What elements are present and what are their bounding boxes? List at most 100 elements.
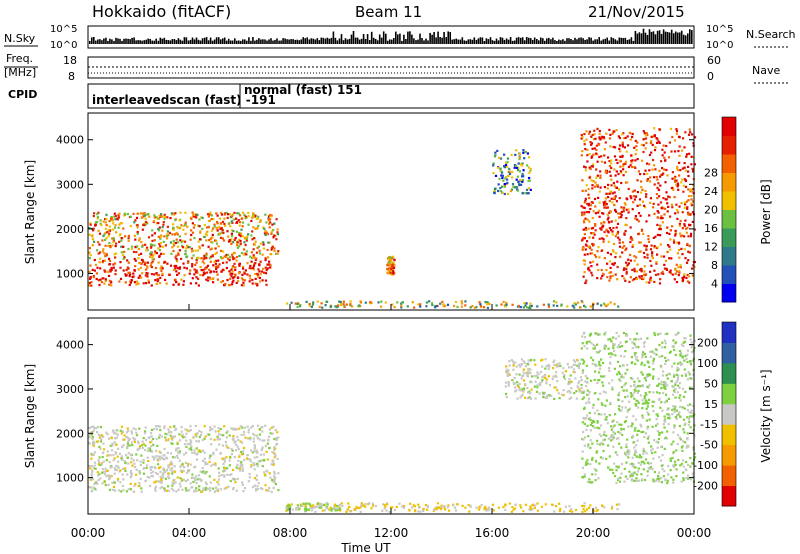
echo-cell: [666, 226, 669, 229]
echo-cell: [159, 237, 162, 240]
echo-cell: [601, 504, 604, 507]
echo-cell: [151, 475, 154, 478]
echo-cell: [479, 305, 483, 308]
echo-cell: [257, 245, 260, 248]
echo-cell: [243, 458, 246, 462]
nsky-bar: [113, 40, 115, 44]
echo-cell: [503, 184, 506, 187]
echo-cell: [191, 476, 194, 479]
echo-cell: [527, 372, 530, 375]
echo-cell: [613, 191, 616, 194]
echo-cell: [646, 470, 649, 473]
echo-cell: [673, 139, 677, 142]
echo-cell: [243, 430, 246, 433]
echo-cell: [124, 469, 127, 472]
echo-cell: [110, 437, 113, 440]
echo-cell: [133, 438, 137, 441]
echo-cell: [107, 274, 111, 277]
echo-cell: [523, 157, 526, 160]
echo-cell: [178, 482, 181, 485]
echo-cell: [130, 430, 133, 433]
echo-cell: [653, 352, 656, 355]
echo-cell: [608, 192, 611, 195]
echo-cell: [607, 183, 610, 186]
echo-cell: [601, 274, 604, 278]
echo-cell: [682, 428, 685, 431]
echo-cell: [506, 373, 509, 376]
echo-cell: [186, 244, 189, 247]
echo-cell: [625, 208, 628, 211]
echo-cell: [582, 219, 586, 222]
echo-cell: [584, 197, 587, 200]
echo-region: [504, 358, 583, 400]
echo-cell: [542, 375, 545, 378]
echo-cell: [177, 251, 180, 255]
echo-cell: [170, 252, 173, 255]
echo-cell: [269, 432, 272, 435]
echo-cell: [253, 447, 256, 450]
echo-cell: [585, 508, 589, 511]
echo-cell: [130, 432, 133, 435]
echo-cell: [209, 255, 212, 258]
echo-cell: [548, 394, 551, 397]
echo-cell: [520, 164, 523, 167]
echo-cell: [207, 226, 210, 229]
echo-cell: [583, 140, 586, 143]
echo-cell: [652, 368, 655, 371]
echo-cell: [525, 302, 528, 305]
echo-cell: [686, 361, 689, 364]
echo-cell: [556, 363, 559, 366]
echo-cell: [603, 137, 606, 140]
echo-cell: [690, 346, 693, 349]
echo-cell: [157, 425, 160, 428]
echo-cell: [104, 279, 107, 282]
echo-cell: [93, 464, 96, 467]
echo-cell: [204, 267, 207, 271]
echo-cell: [625, 389, 628, 392]
echo-cell: [239, 465, 242, 468]
nsky-bar: [203, 37, 206, 44]
echo-cell: [581, 179, 584, 182]
echo-cell: [98, 232, 102, 235]
echo-cell: [631, 465, 634, 468]
echo-cell: [620, 446, 623, 449]
echo-cell: [322, 503, 325, 506]
echo-cell: [150, 284, 153, 287]
echo-cell: [643, 132, 646, 135]
echo-cell: [213, 260, 216, 263]
echo-cell: [687, 199, 690, 202]
echo-cell: [581, 247, 584, 250]
echo-cell: [93, 442, 96, 445]
echo-cell: [90, 284, 93, 287]
echo-cell: [608, 128, 611, 131]
nsky-bar: [616, 40, 619, 44]
nsky-bar: [312, 38, 315, 44]
echo-cell: [128, 444, 131, 447]
echo-cell: [190, 257, 194, 260]
echo-cell: [524, 503, 528, 506]
echo-cell: [167, 489, 170, 492]
echo-cell: [393, 264, 396, 267]
nsky-bar: [109, 38, 111, 44]
echo-cell: [595, 176, 598, 179]
echo-cell: [672, 239, 676, 242]
echo-cell: [259, 280, 262, 283]
echo-cell: [661, 467, 664, 471]
echo-cell: [169, 425, 172, 429]
echo-cell: [642, 251, 646, 255]
echo-cell: [104, 231, 107, 235]
echo-cell: [227, 235, 230, 238]
echo-cell: [243, 446, 246, 450]
echo-cell: [679, 415, 682, 418]
echo-cell: [511, 303, 514, 306]
echo-cell: [263, 439, 266, 442]
echo-cell: [90, 490, 93, 493]
echo-cell: [320, 302, 323, 305]
echo-cell: [659, 459, 663, 462]
echo-cell: [641, 188, 644, 191]
echo-cell: [108, 257, 111, 260]
echo-cell: [608, 199, 611, 203]
echo-cell: [209, 237, 212, 240]
echo-cell: [273, 452, 276, 455]
echo-cell: [539, 370, 543, 374]
